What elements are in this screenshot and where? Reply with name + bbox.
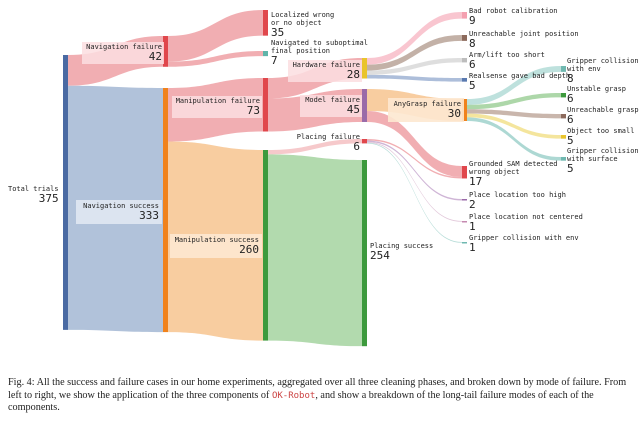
node-bar — [362, 160, 367, 347]
node-label-hardware-failure: Hardware failure 28 — [288, 60, 362, 82]
node-bar — [462, 199, 467, 201]
node-label-navigation-failure: Navigation failure 42 — [82, 42, 164, 64]
node-label-grounded-sam: Grounded SAM detected wrong object 17 — [469, 160, 558, 188]
node-bar — [462, 12, 467, 19]
flow-link — [467, 93, 561, 110]
flow-link — [367, 12, 462, 65]
node-bar — [561, 157, 566, 161]
flow-link — [367, 142, 462, 243]
node-bar — [263, 51, 268, 57]
node-label-manipulation-success: Manipulation success 260 — [170, 234, 262, 258]
node-label-place-not-centered: Place location not centered 1 — [469, 213, 583, 233]
flow-link — [367, 141, 462, 222]
flow-link — [467, 113, 561, 139]
node-bar — [462, 242, 467, 244]
node-bar — [462, 166, 467, 179]
node-bar — [462, 58, 467, 63]
node-bar — [561, 114, 566, 119]
flow-link — [467, 66, 561, 105]
node-bar — [462, 78, 467, 82]
node-bar — [263, 78, 268, 132]
node-bar — [462, 35, 467, 41]
node-bar — [163, 88, 168, 333]
node-bar — [462, 221, 467, 223]
node-bar — [263, 10, 268, 36]
node-label-gripper-collision-env: Gripper collision with env 8 — [567, 57, 639, 85]
node-label-unstable-grasp: Unstable grasp 6 — [567, 85, 627, 105]
node-label-unreachable-grasp: Unreachable grasp 6 — [567, 106, 639, 126]
node-label-placing-failure: Placing failure 6 — [296, 133, 360, 153]
node-bar — [362, 139, 367, 144]
node-label-placing-gripper-collision: Gripper collision with env 1 — [469, 234, 579, 254]
node-label-unreachable-joint: Unreachable joint position 8 — [469, 30, 579, 50]
node-bar — [561, 66, 566, 72]
node-label-realsense-depth: Realsense gave bad depth 5 — [469, 72, 571, 92]
node-bar — [362, 89, 367, 122]
node-label-anygrasp-failure: AnyGrasp failure 30 — [388, 98, 464, 122]
node-label-object-too-small: Object too small 5 — [567, 127, 635, 147]
flow-link — [367, 140, 462, 201]
node-label-bad-robot-calibration: Bad robot calibration 9 — [469, 7, 558, 27]
flow-link — [268, 139, 362, 155]
node-label-placing-success: Placing success 254 — [370, 242, 434, 262]
node-label-navigation-success: Navigation success 333 — [76, 200, 162, 224]
flow-link — [467, 109, 561, 119]
flow-link — [168, 51, 263, 67]
flow-link — [367, 139, 462, 179]
node-bar — [63, 55, 68, 330]
caption-code: OK-Robot — [271, 390, 316, 401]
node-label-gripper-collision-surface: Gripper collision with surface 5 — [567, 147, 639, 175]
node-label-place-too-high: Place location too high 2 — [469, 191, 566, 211]
flow-link — [467, 117, 561, 161]
flow-link — [168, 10, 263, 62]
node-bar — [163, 36, 168, 67]
flow-link — [367, 35, 462, 71]
flow-link — [367, 74, 462, 82]
flow-link — [367, 110, 462, 177]
figure-caption: Fig. 4: All the success and failure case… — [8, 377, 627, 413]
flow-link — [367, 58, 462, 75]
node-label-model-failure: Model failure 45 — [300, 95, 362, 117]
node-label-total: Total trials 375 — [8, 185, 59, 205]
node-bar — [263, 150, 268, 341]
flow-link — [268, 154, 362, 347]
node-bar — [362, 58, 367, 79]
node-bar — [462, 99, 467, 121]
node-label-suboptimal-position: Navigated to suboptimal final position 7 — [271, 39, 368, 67]
node-bar — [561, 135, 566, 139]
node-bar — [561, 93, 566, 98]
node-label-manipulation-failure: Manipulation failure 73 — [172, 96, 262, 118]
node-label-arm-lift-short: Arm/lift too short 6 — [469, 51, 545, 71]
node-label-localized-wrong: Localized wrong or no object 35 — [271, 11, 335, 39]
